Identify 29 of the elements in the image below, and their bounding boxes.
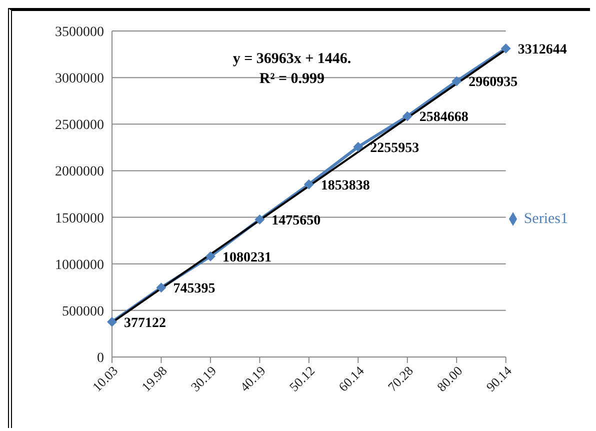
point: [402, 111, 412, 122]
annotation: R² = 0.999: [258, 70, 326, 89]
annotation: y = 36963x + 1446.: [232, 50, 352, 69]
point: [500, 43, 511, 54]
data-label: 377122: [124, 316, 166, 331]
point: [107, 316, 117, 327]
data-label: 1080231: [222, 250, 272, 266]
data-label: 2960935: [468, 75, 518, 90]
data-label: 1475650: [272, 214, 321, 229]
point: [254, 214, 265, 225]
y-tick-label: 500000: [62, 304, 104, 320]
point: [304, 179, 314, 190]
point: [452, 76, 462, 86]
y-tick-label: 2000000: [55, 164, 104, 180]
y-tick-label: 3500000: [55, 24, 104, 40]
data-label: 2255953: [370, 140, 420, 156]
point: [156, 282, 166, 293]
y-tick-label: 2500000: [55, 118, 104, 134]
data-label: 3312644: [518, 42, 567, 58]
point: [205, 251, 216, 262]
data-label: 745395: [173, 282, 216, 297]
point: [353, 142, 364, 152]
y-tick-label: 0: [97, 350, 104, 366]
legend-label: Series1: [524, 210, 568, 226]
data-label: 2584668: [419, 110, 468, 126]
y-tick-label: 1000000: [55, 258, 104, 273]
y-tick-label: 3000000: [55, 72, 104, 87]
data-label: 1853838: [320, 178, 370, 194]
y-tick-label: 1500000: [55, 211, 104, 226]
